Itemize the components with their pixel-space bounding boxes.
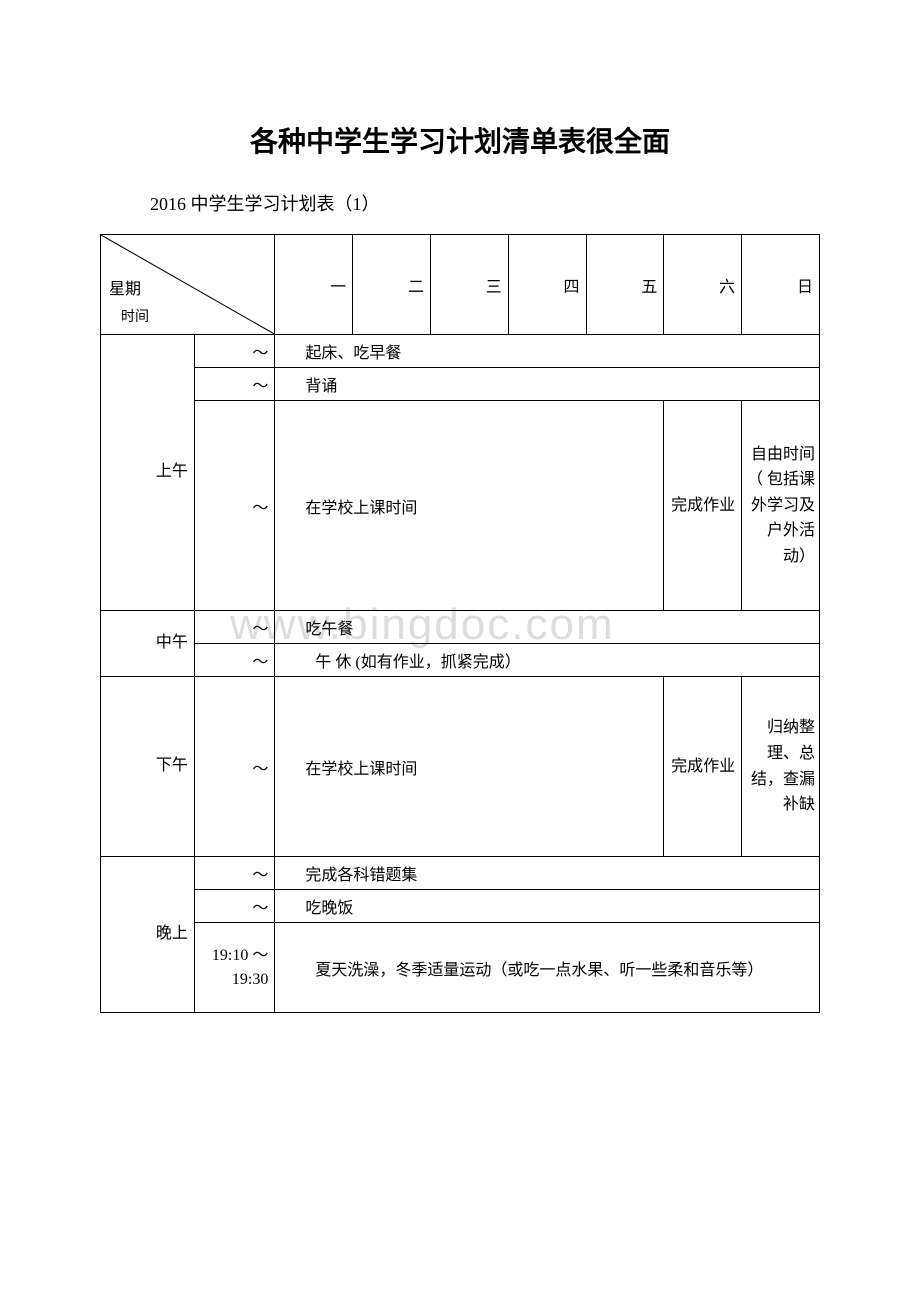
activity-cell: 在学校上课时间	[275, 677, 664, 857]
schedule-table: 星期 时间 一 二 三 四 五 六 日 上午 ～ 起床、吃早餐 ～ 背诵	[100, 234, 820, 1013]
table-row: 中午 ～ 吃午餐	[101, 611, 820, 644]
sun-cell: 归纳整理、总结，查漏补缺	[742, 677, 820, 857]
time-cell: ～	[194, 677, 274, 857]
corner-cell: 星期 时间	[101, 235, 275, 335]
time-cell: ～	[194, 368, 274, 401]
sun-text: 归纳整理、总结，查漏补缺	[746, 715, 815, 817]
activity-cell: 夏天洗澡，冬季适量运动（或吃一点水果、听一些柔和音乐等）	[275, 923, 820, 1013]
day-header-tue: 二	[353, 235, 431, 335]
corner-top-label: 星期	[109, 275, 141, 299]
time-cell: ～	[194, 401, 274, 611]
activity-cell: 起床、吃早餐	[275, 335, 820, 368]
sat-cell: 完成作业	[664, 401, 742, 611]
sun-text: 自由时间（ 包括课外学习及户外活动）	[746, 442, 815, 570]
table-row: 晚上 ～ 完成各科错题集	[101, 857, 820, 890]
activity-cell: 在学校上课时间	[275, 401, 664, 611]
table-row: ～ 吃晚饭	[101, 890, 820, 923]
time-cell: 19:10 ～ 19:30	[194, 923, 274, 1013]
activity-cell: 背诵	[275, 368, 820, 401]
day-header-sun: 日	[742, 235, 820, 335]
time-cell: ～	[194, 857, 274, 890]
table-row: 上午 ～ 起床、吃早餐	[101, 335, 820, 368]
page-subtitle: 2016 中学生学习计划表（1）	[100, 190, 820, 216]
day-header-mon: 一	[275, 235, 353, 335]
activity-cell: 吃晚饭	[275, 890, 820, 923]
table-row: ～ 午 休 (如有作业，抓紧完成）	[101, 644, 820, 677]
sun-cell: 自由时间（ 包括课外学习及户外活动）	[742, 401, 820, 611]
time-cell: ～	[194, 644, 274, 677]
table-row: 19:10 ～ 19:30 夏天洗澡，冬季适量运动（或吃一点水果、听一些柔和音乐…	[101, 923, 820, 1013]
activity-cell: 午 休 (如有作业，抓紧完成）	[275, 644, 820, 677]
time-cell: ～	[194, 890, 274, 923]
sat-cell: 完成作业	[664, 677, 742, 857]
table-header-row: 星期 时间 一 二 三 四 五 六 日	[101, 235, 820, 335]
day-header-thu: 四	[508, 235, 586, 335]
page-title: 各种中学生学习计划清单表很全面	[100, 120, 820, 160]
period-morning: 上午	[101, 335, 195, 611]
period-afternoon: 下午	[101, 677, 195, 857]
table-row: 下午 ～ 在学校上课时间 完成作业 归纳整理、总结，查漏补缺	[101, 677, 820, 857]
schedule-table-wrapper: 星期 时间 一 二 三 四 五 六 日 上午 ～ 起床、吃早餐 ～ 背诵	[100, 234, 820, 1013]
period-noon: 中午	[101, 611, 195, 677]
day-header-fri: 五	[586, 235, 664, 335]
table-row: ～ 在学校上课时间 完成作业 自由时间（ 包括课外学习及户外活动）	[101, 401, 820, 611]
time-cell: ～	[194, 611, 274, 644]
day-header-sat: 六	[664, 235, 742, 335]
activity-cell: 吃午餐	[275, 611, 820, 644]
corner-bottom-label: 时间	[121, 306, 149, 326]
period-evening: 晚上	[101, 857, 195, 1013]
table-row: ～ 背诵	[101, 368, 820, 401]
day-header-wed: 三	[430, 235, 508, 335]
activity-cell: 完成各科错题集	[275, 857, 820, 890]
time-cell: ～	[194, 335, 274, 368]
